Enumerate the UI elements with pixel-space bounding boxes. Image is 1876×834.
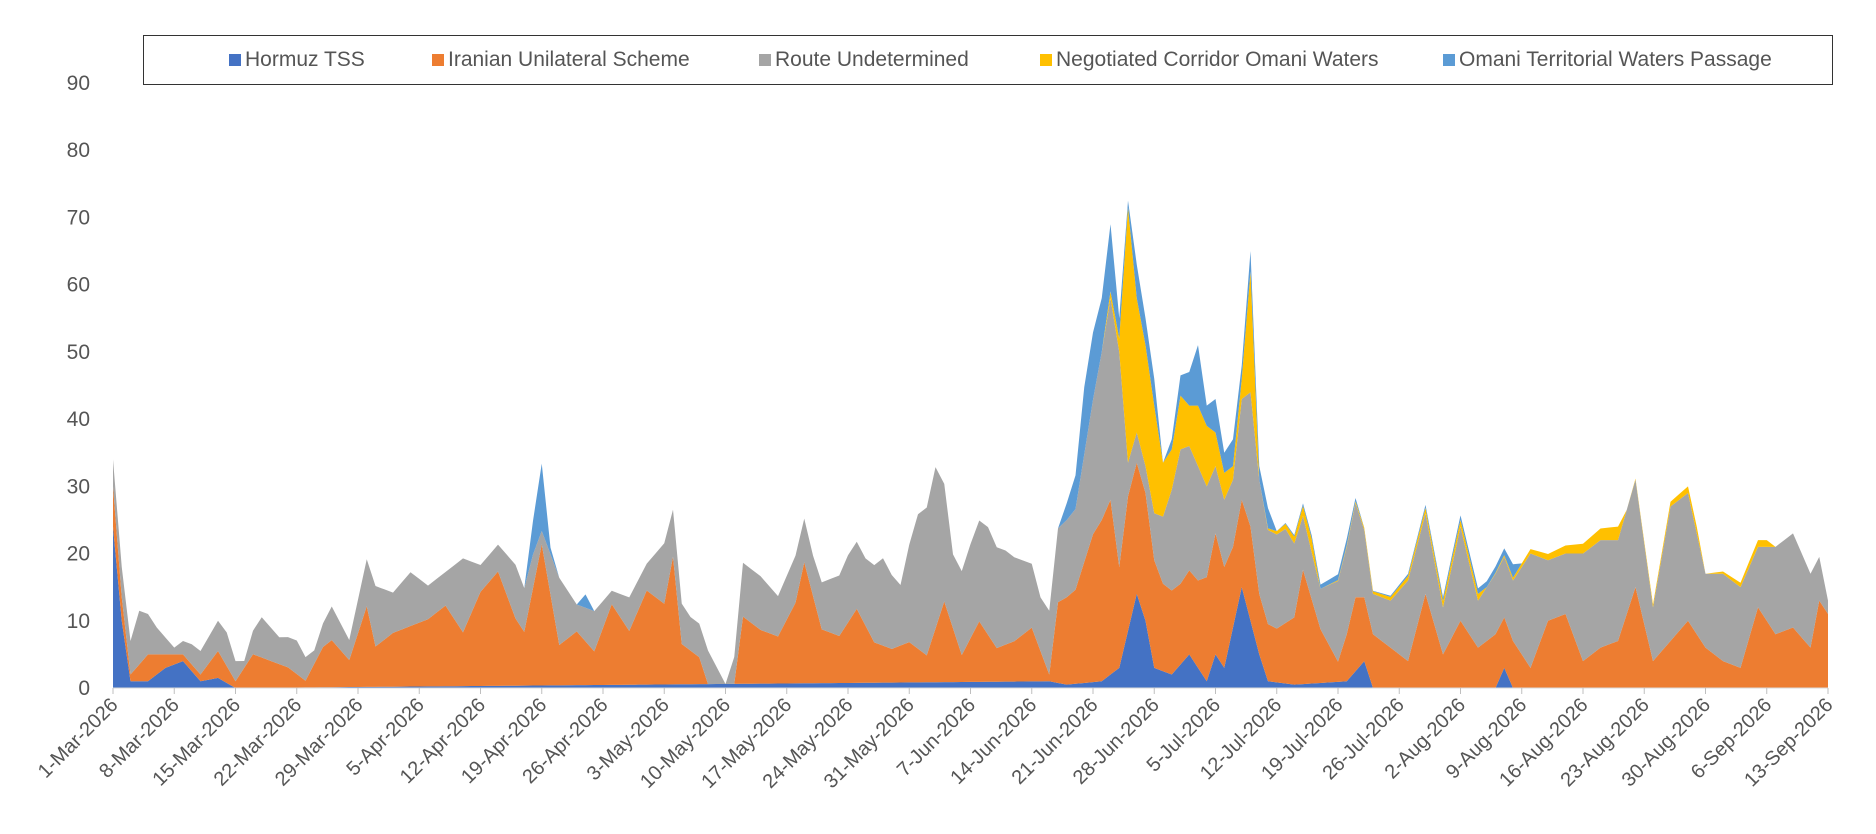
legend-swatch	[1443, 54, 1455, 66]
y-tick-label: 30	[67, 475, 90, 498]
legend-label: Hormuz TSS	[245, 48, 365, 71]
y-tick-label: 90	[67, 72, 90, 95]
legend-swatch	[229, 54, 241, 66]
legend-item: Omani Territorial Waters Passage	[1443, 48, 1772, 72]
legend-item: Route Undetermined	[759, 48, 969, 72]
y-tick-label: 0	[78, 677, 90, 700]
y-tick-label: 10	[67, 610, 90, 633]
legend-label: Omani Territorial Waters Passage	[1459, 48, 1772, 71]
y-tick-label: 50	[67, 341, 90, 364]
legend-label: Iranian Unilateral Scheme	[448, 48, 690, 71]
legend-label: Negotiated Corridor Omani Waters	[1056, 48, 1379, 71]
series-area-iranian-unilateral-scheme	[113, 462, 1828, 688]
legend-label: Route Undetermined	[775, 48, 969, 71]
y-tick-label: 40	[67, 408, 90, 431]
legend-item: Hormuz TSS	[229, 48, 365, 72]
legend-swatch	[759, 54, 771, 66]
y-tick-label: 70	[67, 206, 90, 229]
legend-swatch	[1040, 54, 1052, 66]
legend-item: Negotiated Corridor Omani Waters	[1040, 48, 1379, 72]
y-tick-label: 80	[67, 139, 90, 162]
y-tick-label: 60	[67, 274, 90, 297]
chart-legend: Hormuz TSS Iranian Unilateral Scheme Route…	[143, 35, 1833, 85]
y-tick-label: 20	[67, 543, 90, 566]
legend-swatch	[432, 54, 444, 66]
series-area-route-undetermined	[113, 298, 1828, 685]
legend-item: Iranian Unilateral Scheme	[432, 48, 690, 72]
